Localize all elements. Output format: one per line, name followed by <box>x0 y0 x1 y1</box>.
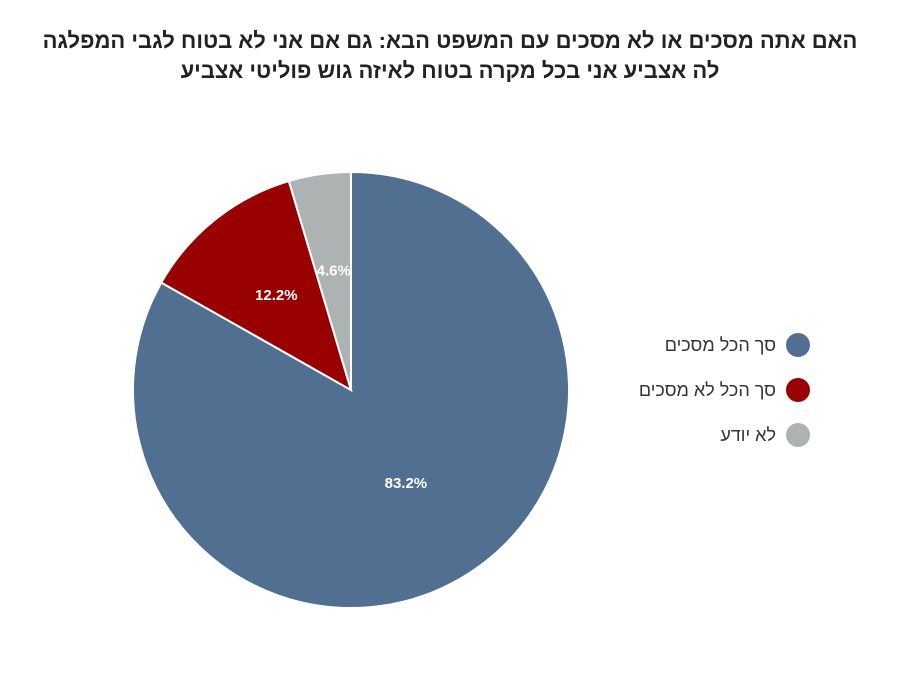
legend-item-dont-know[interactable]: לא יודע <box>560 420 810 450</box>
legend-item-agree[interactable]: סך הכל מסכים <box>560 330 810 360</box>
chart-title: האם אתה מסכים או לא מסכים עם המשפט הבא: … <box>20 26 880 86</box>
legend: סך הכל מסכים סך הכל לא מסכים לא יודע <box>560 330 810 465</box>
legend-label-disagree: סך הכל לא מסכים <box>638 379 776 400</box>
legend-swatch-agree <box>786 333 810 357</box>
pie-label-dont-know: 4.6% <box>317 262 351 279</box>
pie-label-agree: 83.2% <box>385 475 428 492</box>
legend-item-disagree[interactable]: סך הכל לא מסכים <box>560 375 810 405</box>
chart-title-line-2: לה אצביע אני בכל מקרה בטוח לאיזה גוש פול… <box>180 58 720 83</box>
chart-title-line-1: האם אתה מסכים או לא מסכים עם המשפט הבא: … <box>42 28 858 53</box>
legend-label-dont-know: לא יודע <box>720 424 776 445</box>
pie-label-disagree: 12.2% <box>255 287 298 304</box>
legend-swatch-disagree <box>786 378 810 402</box>
legend-label-agree: סך הכל מסכים <box>664 334 776 355</box>
pie-slice-dont-know[interactable] <box>287 170 352 391</box>
legend-swatch-dont-know <box>786 423 810 447</box>
